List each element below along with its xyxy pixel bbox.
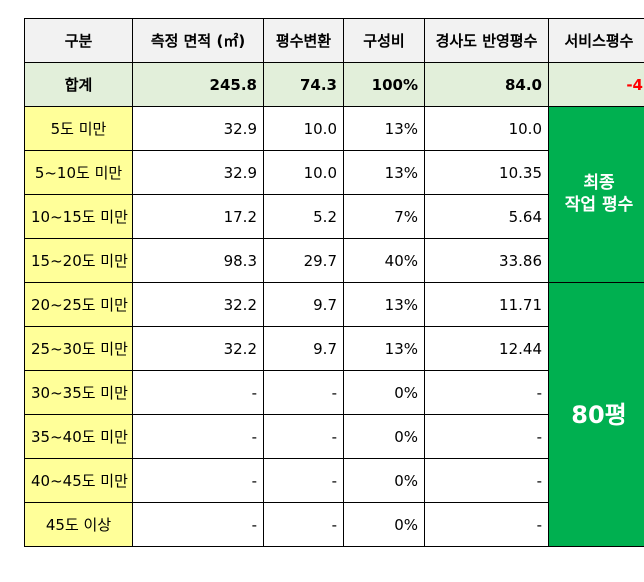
row-label: 30~35도 미만: [24, 370, 133, 415]
final-line2: 작업 평수: [564, 194, 634, 215]
row-ratio: 0%: [343, 370, 425, 415]
row-pyeong: -: [263, 502, 344, 547]
row-pyeong: 10.0: [263, 150, 344, 195]
row-area: 17.2: [132, 194, 264, 239]
total-area: 245.8: [132, 62, 264, 107]
row-area: 32.2: [132, 282, 264, 327]
row-label: 25~30도 미만: [24, 326, 133, 371]
table-row: 40~45도 미만 - - 0% -: [24, 458, 644, 503]
table-row: 25~30도 미만 32.2 9.7 13% 12.44: [24, 326, 644, 371]
row-area: -: [132, 458, 264, 503]
table-row: 15~20도 미만 98.3 29.7 40% 33.86: [24, 238, 644, 283]
header-ratio: 구성비: [343, 18, 425, 63]
row-ratio: 13%: [343, 150, 425, 195]
row-ratio: 0%: [343, 502, 425, 547]
row-area: 32.9: [132, 106, 264, 151]
row-pyeong: 9.7: [263, 326, 344, 371]
row-adjusted: 5.64: [424, 194, 549, 239]
row-label: 45도 이상: [24, 502, 133, 547]
row-label: 40~45도 미만: [24, 458, 133, 503]
total-pyeong: 74.3: [263, 62, 344, 107]
row-ratio: 7%: [343, 194, 425, 239]
row-adjusted: -: [424, 502, 549, 547]
table-row: 20~25도 미만 32.2 9.7 13% 11.71 80평: [24, 282, 644, 547]
row-adjusted: -: [424, 370, 549, 415]
row-label: 35~40도 미만: [24, 414, 133, 459]
row-area: -: [132, 502, 264, 547]
row-pyeong: -: [263, 370, 344, 415]
row-ratio: 0%: [343, 458, 425, 503]
table-row: 5~10도 미만 32.9 10.0 13% 10.35: [24, 150, 644, 195]
final-work-label: 최종 작업 평수: [548, 106, 644, 283]
total-row: 합계 245.8 74.3 100% 84.0 -4: [24, 62, 644, 107]
row-ratio: 40%: [343, 238, 425, 283]
row-adjusted: 10.0: [424, 106, 549, 151]
row-label: 10~15도 미만: [24, 194, 133, 239]
row-adjusted: -: [424, 414, 549, 459]
row-area: 32.2: [132, 326, 264, 371]
header-service: 서비스평수: [548, 18, 644, 63]
final-work-value: 80평: [548, 282, 644, 547]
slope-area-table: 구분 측정 면적 (㎡) 평수변환 구성비 경사도 반영평수 서비스평수 합계 …: [24, 18, 644, 547]
header-row: 구분 측정 면적 (㎡) 평수변환 구성비 경사도 반영평수 서비스평수: [24, 18, 644, 63]
row-ratio: 0%: [343, 414, 425, 459]
header-pyeong: 평수변환: [263, 18, 344, 63]
row-ratio: 13%: [343, 282, 425, 327]
row-ratio: 13%: [343, 326, 425, 371]
row-adjusted: 10.35: [424, 150, 549, 195]
row-pyeong: 10.0: [263, 106, 344, 151]
row-label: 5도 미만: [24, 106, 133, 151]
table-row: 5도 미만 32.9 10.0 13% 10.0 최종 작업 평수: [24, 106, 644, 283]
header-category: 구분: [24, 18, 133, 63]
table-row: 30~35도 미만 - - 0% -: [24, 370, 644, 415]
row-pyeong: 5.2: [263, 194, 344, 239]
row-area: -: [132, 370, 264, 415]
row-label: 5~10도 미만: [24, 150, 133, 195]
row-label: 20~25도 미만: [24, 282, 133, 327]
row-area: -: [132, 414, 264, 459]
total-adjusted: 84.0: [424, 62, 549, 107]
row-area: 32.9: [132, 150, 264, 195]
row-label: 15~20도 미만: [24, 238, 133, 283]
row-area: 98.3: [132, 238, 264, 283]
row-adjusted: 11.71: [424, 282, 549, 327]
row-adjusted: -: [424, 458, 549, 503]
row-pyeong: 9.7: [263, 282, 344, 327]
row-pyeong: -: [263, 414, 344, 459]
row-adjusted: 33.86: [424, 238, 549, 283]
table-row: 45도 이상 - - 0% -: [24, 502, 644, 547]
row-pyeong: -: [263, 458, 344, 503]
header-area: 측정 면적 (㎡): [132, 18, 264, 63]
final-line1: 최종: [583, 173, 615, 194]
row-adjusted: 12.44: [424, 326, 549, 371]
row-ratio: 13%: [343, 106, 425, 151]
total-service: -4: [548, 62, 644, 107]
table-row: 10~15도 미만 17.2 5.2 7% 5.64: [24, 194, 644, 239]
header-adjusted: 경사도 반영평수: [424, 18, 549, 63]
total-label: 합계: [24, 62, 133, 107]
total-ratio: 100%: [343, 62, 425, 107]
row-pyeong: 29.7: [263, 238, 344, 283]
